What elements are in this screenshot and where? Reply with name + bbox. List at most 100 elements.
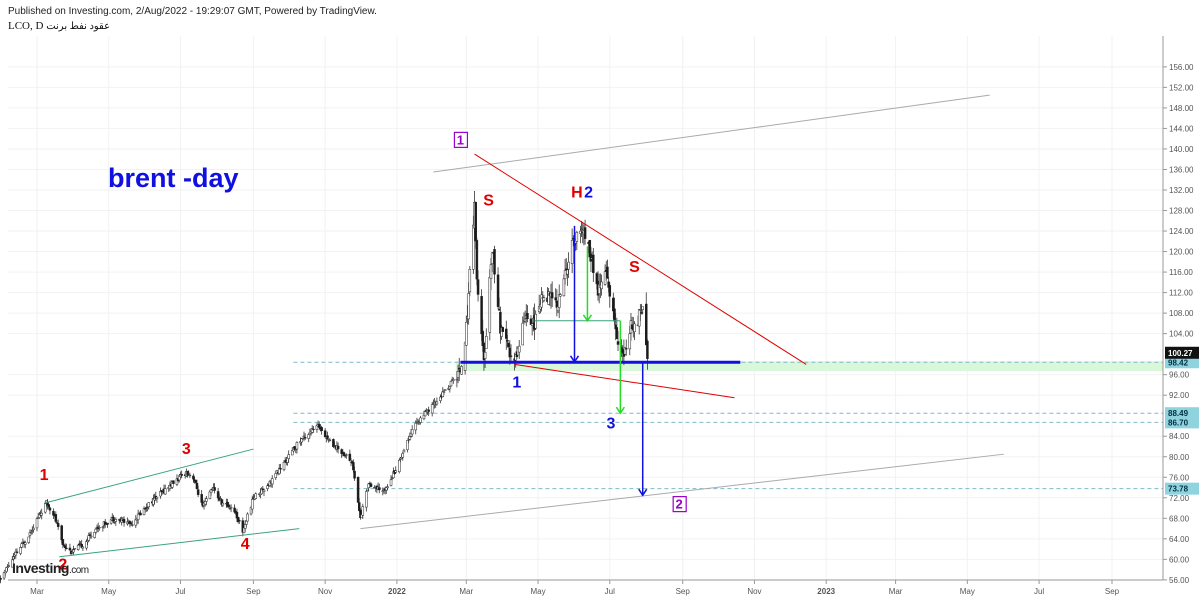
candle-body: [493, 249, 496, 275]
candle-body: [302, 435, 306, 438]
candle-body: [592, 254, 595, 273]
candle: [386, 484, 389, 491]
symbol-label: LCO, D: [8, 20, 44, 32]
price-tick-label: 108.00: [1169, 309, 1194, 318]
candle-body: [48, 507, 52, 511]
candle: [241, 517, 245, 537]
candle: [345, 453, 348, 459]
candle: [23, 540, 27, 549]
candle: [139, 510, 142, 516]
time-tick-label: 2022: [388, 587, 406, 596]
candle: [644, 292, 648, 346]
time-tick-label: May: [101, 587, 116, 596]
candle: [196, 485, 200, 498]
candle-body: [345, 454, 348, 456]
candle: [7, 561, 11, 567]
candle-body: [608, 285, 612, 297]
candle: [517, 339, 521, 360]
candle-body: [463, 342, 467, 371]
candle-body: [580, 228, 583, 230]
candle-body: [326, 435, 329, 439]
candle-body: [419, 417, 422, 423]
candle-body: [410, 429, 414, 435]
candle-body: [122, 519, 126, 523]
arrow-head: [638, 488, 648, 497]
wedge-lower-line: [59, 528, 300, 558]
candle-body: [506, 339, 509, 342]
candle: [448, 386, 452, 393]
candle-body: [443, 389, 447, 391]
candle-body: [414, 422, 417, 431]
candle: [136, 509, 140, 524]
candle-body: [200, 494, 203, 503]
candle-body: [401, 453, 405, 458]
candle-body: [452, 379, 455, 381]
time-tick-label: 2023: [817, 587, 835, 596]
candle: [499, 306, 502, 344]
candle-body: [180, 474, 183, 476]
candle: [419, 415, 422, 425]
candle: [172, 480, 175, 484]
candle: [318, 421, 321, 431]
candle: [361, 503, 365, 519]
level-price-tag-bg: [1165, 416, 1199, 429]
candle: [147, 502, 150, 510]
price-tick-label: 60.00: [1169, 555, 1190, 564]
arrow-head: [615, 406, 625, 415]
green-arrow: [582, 246, 593, 323]
wave-label: 3: [182, 441, 191, 458]
candle: [378, 483, 381, 494]
candle-body: [19, 547, 22, 554]
candle: [465, 315, 468, 346]
last-price-tag: 100.27: [1165, 346, 1199, 359]
candle-body: [530, 323, 534, 326]
candle-body: [114, 519, 118, 522]
candle: [369, 482, 373, 488]
candle-body: [637, 309, 641, 327]
candle-body: [476, 279, 480, 295]
candle-body: [308, 432, 312, 436]
candle-body: [71, 552, 74, 554]
candle-body: [163, 488, 167, 495]
price-tick-label: 72.00: [1169, 494, 1190, 503]
candle-body: [358, 502, 361, 511]
candle: [279, 463, 282, 474]
channel-lower-line: [360, 453, 1004, 530]
candle: [402, 448, 406, 453]
candle: [550, 281, 554, 308]
candle-body: [517, 345, 521, 353]
candle: [27, 536, 31, 544]
candle-body: [472, 224, 475, 270]
candle: [443, 389, 447, 391]
candle: [410, 425, 414, 438]
candle: [608, 282, 612, 308]
time-axis: Mar May Jul Sep Nov 2022 Mar May Jul Sep Nov 2023 Ma…: [8, 579, 1163, 596]
candle: [40, 508, 43, 520]
time-tick-label: Sep: [676, 587, 691, 596]
candles-layer: [0, 191, 649, 584]
price-tick-label: 68.00: [1169, 514, 1190, 523]
candle: [449, 380, 453, 387]
level-price-tag: 88.49: [1165, 407, 1199, 420]
candle: [597, 273, 601, 304]
candle-body: [378, 487, 381, 491]
level-price-tag: 98.42: [1165, 356, 1199, 369]
candle-body: [361, 506, 365, 516]
price-tick-label: 148.00: [1169, 104, 1194, 113]
candle-body: [146, 507, 149, 509]
candle-body: [625, 348, 628, 350]
price-tick-label: 152.00: [1169, 83, 1194, 92]
candle-body: [457, 367, 461, 370]
wave-label: H: [571, 185, 583, 202]
candle: [6, 564, 9, 571]
candle-body: [480, 296, 483, 335]
candle-body: [142, 508, 146, 516]
support-zone: [455, 361, 1163, 372]
candle-body: [389, 479, 393, 486]
level-price-tag-text: 86.70: [1168, 418, 1189, 427]
candle-body: [282, 461, 286, 470]
candle-body: [301, 438, 305, 440]
candle: [496, 267, 500, 310]
price-tick-label: 84.00: [1169, 432, 1190, 441]
